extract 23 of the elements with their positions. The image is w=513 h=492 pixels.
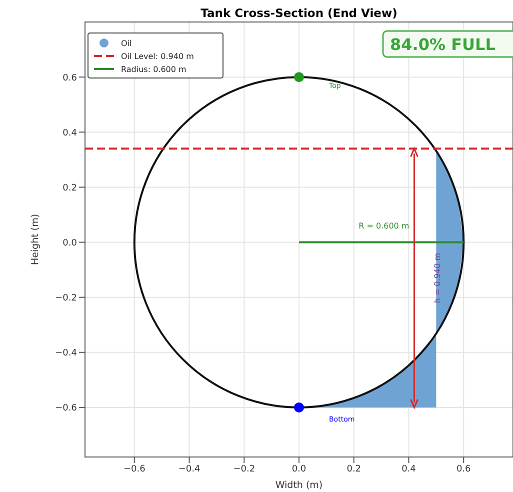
annotation: 84.0% FULL [390, 35, 496, 54]
y-tick-label: −0.2 [55, 294, 77, 304]
x-tick-label: 0.0 [292, 464, 306, 474]
x-tick-label: 0.4 [402, 464, 416, 474]
x-tick-label: −0.2 [233, 464, 256, 474]
chart-title: Tank Cross-Section (End View) [200, 6, 398, 20]
legend-label: Oil Level: 0.940 m [121, 52, 194, 61]
y-tick-label: 0.0 [62, 238, 78, 248]
y-tick-label: −0.4 [55, 348, 78, 359]
x-tick-label: 0.6 [456, 464, 472, 474]
legend-label: Oil [121, 39, 132, 48]
x-tick-label: −0.6 [123, 464, 146, 474]
annotation: R = 0.600 m [358, 221, 410, 230]
y-tick-label: 0.6 [62, 73, 78, 84]
legend-label: Radius: 0.600 m [121, 65, 187, 74]
x-tick-label: −0.4 [178, 464, 200, 474]
y-tick-label: 0.2 [62, 183, 77, 194]
x-tick-label: 0.2 [346, 464, 362, 474]
y-tick-label: −0.6 [55, 404, 78, 414]
y-tick-label: 0.4 [62, 128, 78, 138]
y-axis-title: Height (m) [30, 214, 41, 266]
annotation: h = 0.940 m [433, 252, 442, 304]
x-axis-title: Width (m) [275, 480, 323, 491]
